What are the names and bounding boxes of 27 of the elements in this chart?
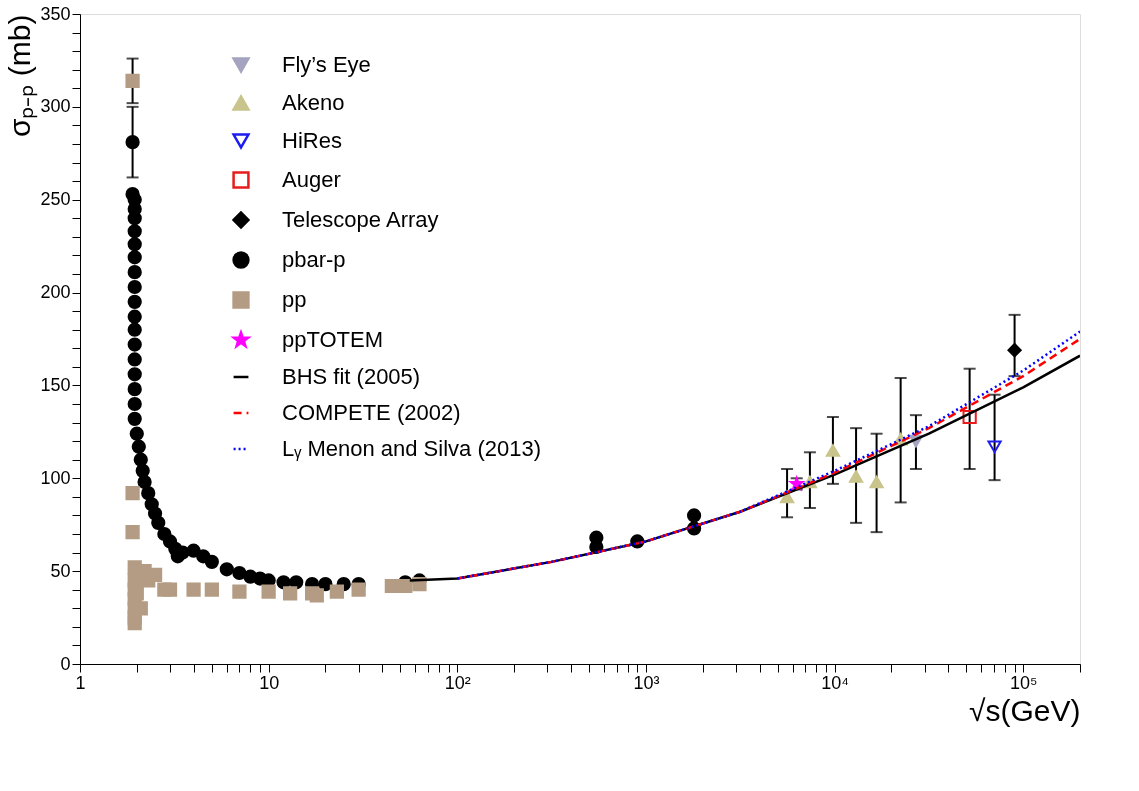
y-tick-label: 50 xyxy=(50,560,71,581)
y-tick-label: 150 xyxy=(40,374,71,395)
y-tick-label: 350 xyxy=(40,3,71,24)
y-tick-label: 100 xyxy=(40,467,71,488)
legend-label: Fly’s Eye xyxy=(282,52,371,77)
y-axis-title: σₚ₋ₚ (mb) xyxy=(3,14,39,138)
legend-label: pbar-p xyxy=(282,247,346,272)
legend-label: BHS fit (2005) xyxy=(282,364,421,389)
y-tick-label: 250 xyxy=(40,189,71,210)
legend-label: ppTOTEM xyxy=(282,327,384,352)
y-tick-label: 200 xyxy=(40,282,71,303)
legend-label: Telescope Array xyxy=(282,207,439,232)
legend-label: COMPETE (2002) xyxy=(282,400,461,425)
x-tick-label: 10⁵ xyxy=(1009,672,1038,693)
y-tick-label: 300 xyxy=(40,96,71,117)
legend-label: pp xyxy=(282,287,307,312)
y-tick-label: 0 xyxy=(60,653,71,674)
legend-label: Akeno xyxy=(282,90,345,115)
x-tick-label: 10³ xyxy=(633,672,660,693)
x-tick-label: 10 xyxy=(259,672,280,693)
x-tick-label: 10⁴ xyxy=(821,672,849,693)
legend-label: HiRes xyxy=(282,128,342,153)
legend-label: Auger xyxy=(282,167,341,192)
legend-label: Lᵧ Menon and Silva (2013) xyxy=(282,436,542,461)
x-tick-label: 10² xyxy=(444,672,471,693)
x-axis-title: √s(GeV) xyxy=(969,693,1081,727)
x-tick-label: 1 xyxy=(75,672,86,693)
